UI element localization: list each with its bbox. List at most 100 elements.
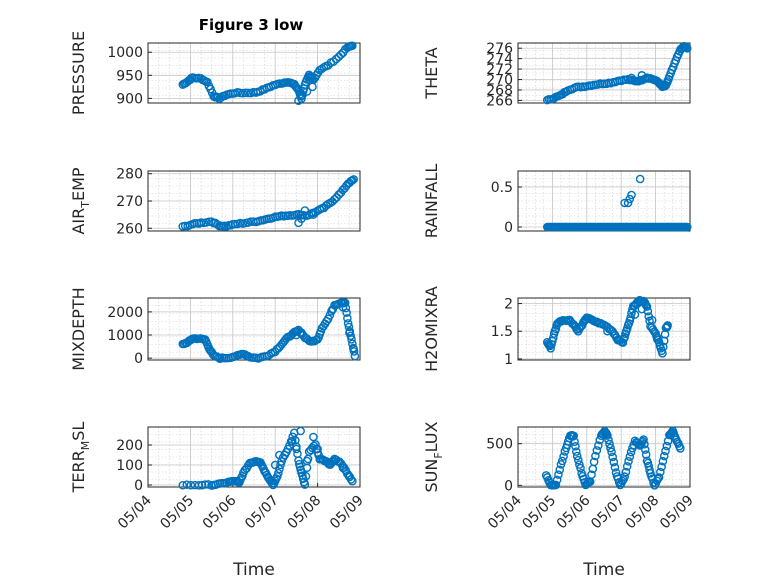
axes-frame <box>147 42 361 104</box>
data-point <box>338 463 348 473</box>
data-point <box>321 201 331 210</box>
x-tick-label: 05/07 <box>588 493 628 533</box>
data-point <box>571 441 580 451</box>
data-point <box>297 91 306 101</box>
data-point <box>331 54 341 64</box>
axes-frame <box>517 297 691 361</box>
data-point <box>682 222 692 232</box>
y-axis-label: TERRMSL <box>69 422 92 494</box>
y-tick-label: 0 <box>134 351 143 367</box>
data-point <box>589 457 599 467</box>
y-axis-label: SUNFLUX <box>422 421 445 492</box>
data-point <box>311 440 320 449</box>
x-tick-label: 05/06 <box>200 492 240 532</box>
data-point <box>682 43 692 53</box>
data-point <box>639 435 648 444</box>
data-point <box>297 214 306 224</box>
data-point <box>178 480 188 490</box>
data-point <box>656 467 665 477</box>
data-point <box>647 315 657 325</box>
data-series <box>541 426 685 490</box>
y-tick-label: 2000 <box>107 305 143 321</box>
data-point <box>572 447 581 456</box>
data-point <box>345 472 354 482</box>
data-point <box>625 452 635 461</box>
data-point <box>654 473 664 482</box>
subplot-mixdepth: 0 1000 2000 MIXDEPTH <box>69 287 361 371</box>
data-point <box>606 443 615 453</box>
data-point <box>301 471 311 481</box>
data-point <box>287 436 297 446</box>
data-point <box>661 446 670 456</box>
y-tick-label: 1000 <box>107 45 143 61</box>
data-point <box>200 480 210 489</box>
data-point <box>194 481 204 490</box>
data-point <box>591 451 600 461</box>
data-point <box>309 432 318 442</box>
y-tick-label: 900 <box>116 91 143 107</box>
data-series <box>542 41 692 105</box>
y-tick-label: 100 <box>116 458 143 474</box>
data-point <box>208 349 217 359</box>
data-point <box>317 64 327 74</box>
x-tick-label: 05/05 <box>157 493 197 533</box>
data-point <box>557 456 567 466</box>
data-series <box>178 41 357 105</box>
data-point <box>309 336 318 346</box>
data-point <box>575 460 584 469</box>
data-point <box>659 342 668 352</box>
data-point <box>292 330 301 340</box>
data-point <box>637 71 647 80</box>
data-point <box>622 324 632 333</box>
data-point <box>662 441 672 451</box>
data-point <box>328 305 337 314</box>
data-point <box>663 321 672 330</box>
data-point <box>681 42 690 52</box>
data-point <box>345 328 354 338</box>
data-point <box>620 332 629 342</box>
data-point <box>256 86 265 96</box>
data-point <box>554 470 563 479</box>
data-point <box>308 82 317 92</box>
data-point <box>624 457 633 466</box>
data-point <box>291 436 300 445</box>
data-point <box>573 455 583 465</box>
data-point <box>630 310 640 319</box>
data-point <box>605 439 614 449</box>
data-point <box>302 87 312 96</box>
y-tick-label: 1000 <box>107 328 143 344</box>
data-point <box>230 219 240 229</box>
x-tick-label: 05/04 <box>115 492 155 532</box>
data-point <box>186 480 196 490</box>
y-tick-label: 276 <box>486 41 513 57</box>
data-point <box>203 77 212 87</box>
x-axis-label: Time <box>582 560 625 580</box>
data-series <box>178 298 360 363</box>
y-tick-label: 0 <box>504 478 513 494</box>
data-point <box>627 190 636 200</box>
subplot-pressure: 900 950 1000 PRESSURE <box>69 31 361 115</box>
y-tick-label: 950 <box>116 68 143 84</box>
y-tick-label: 200 <box>116 438 143 454</box>
data-point <box>338 302 348 312</box>
data-point <box>313 444 322 454</box>
y-tick-label: 266 <box>486 93 513 109</box>
data-point <box>309 210 318 219</box>
data-point <box>305 73 315 82</box>
x-tick-label: 05/09 <box>657 493 697 533</box>
y-tick-label: 274 <box>486 52 513 68</box>
x-tick-label: 05/06 <box>554 492 594 532</box>
y-tick-label: 270 <box>116 194 143 210</box>
data-point <box>274 468 283 478</box>
data-point <box>311 207 320 217</box>
data-point <box>270 460 280 470</box>
y-tick-label: 268 <box>486 83 513 99</box>
data-point <box>594 441 603 450</box>
data-point <box>552 475 562 485</box>
data-point <box>642 302 652 311</box>
data-point <box>640 445 650 454</box>
